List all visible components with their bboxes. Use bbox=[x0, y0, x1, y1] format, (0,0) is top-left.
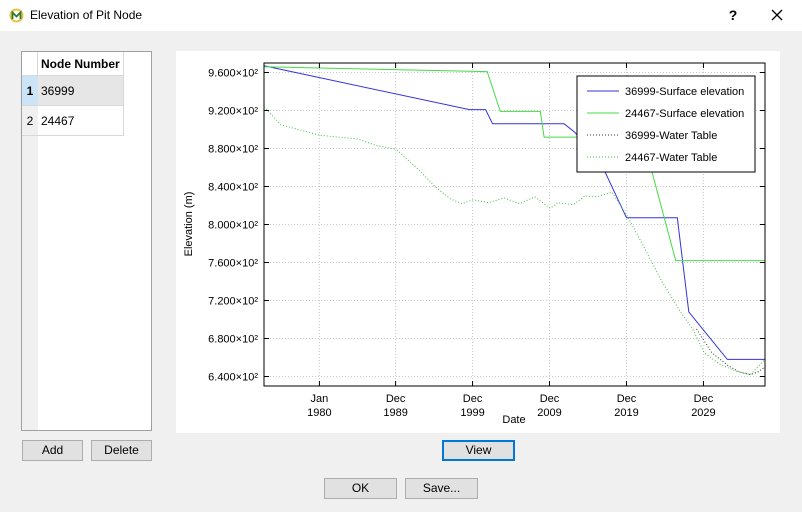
node-table[interactable]: Node Number 1 36999 2 24467 bbox=[21, 51, 152, 431]
legend-label: 36999-Surface elevation bbox=[625, 86, 744, 98]
legend-label: 24467-Surface elevation bbox=[625, 108, 744, 120]
save-button[interactable]: Save... bbox=[405, 478, 478, 499]
x-tick-label: 1999 bbox=[460, 407, 484, 419]
y-tick-label: 8.800×10² bbox=[208, 144, 258, 156]
y-tick-label: 8.000×10² bbox=[208, 220, 258, 232]
help-button[interactable]: ? bbox=[728, 7, 738, 23]
legend-label: 24467-Water Table bbox=[625, 152, 717, 164]
x-tick-label: 2009 bbox=[537, 407, 561, 419]
delete-button[interactable]: Delete bbox=[91, 440, 152, 461]
y-tick-label: 6.800×10² bbox=[208, 334, 258, 346]
view-button[interactable]: View bbox=[442, 440, 515, 461]
x-tick-label: Dec bbox=[386, 393, 406, 405]
y-tick-label: 9.200×10² bbox=[208, 106, 258, 118]
y-tick-label: 7.200×10² bbox=[208, 296, 258, 308]
table-row[interactable]: 2 24467 bbox=[22, 106, 124, 136]
elevation-chart: 6.400×10² 6.800×10² 7.200×10² 7.600×10² 8.00… bbox=[183, 62, 766, 426]
x-tick-label: 2019 bbox=[614, 407, 638, 419]
y-axis-label: Elevation (m) bbox=[183, 192, 195, 257]
plot-panel: 6.400×10² 6.800×10² 7.200×10² 7.600×10² 8.00… bbox=[176, 51, 780, 433]
legend-box bbox=[576, 75, 756, 173]
y-tick-label: 6.400×10² bbox=[208, 372, 258, 384]
table-row[interactable]: 1 36999 bbox=[22, 76, 124, 106]
app-logo-icon bbox=[9, 8, 24, 23]
y-tick-label: 8.400×10² bbox=[208, 182, 258, 194]
series-line bbox=[696, 328, 766, 376]
table-cell[interactable]: 36999 bbox=[38, 76, 124, 106]
table-corner[interactable] bbox=[22, 52, 38, 76]
x-tick-label: 1980 bbox=[307, 407, 331, 419]
series-line bbox=[263, 106, 766, 376]
title-bar: Elevation of Pit Node ? bbox=[0, 0, 802, 31]
x-tick-label: Dec bbox=[463, 393, 483, 405]
x-tick-label: Jan bbox=[311, 393, 329, 405]
x-tick-label: 2029 bbox=[691, 407, 715, 419]
table-cell[interactable]: 24467 bbox=[38, 106, 124, 136]
row-header[interactable]: 1 bbox=[22, 76, 38, 106]
y-tick-label: 9.600×10² bbox=[208, 68, 258, 80]
legend-label: 36999-Water Table bbox=[625, 130, 717, 142]
ok-button[interactable]: OK bbox=[324, 478, 397, 499]
x-tick-label: 1989 bbox=[383, 407, 407, 419]
row-header-strip bbox=[22, 76, 38, 430]
y-tick-label: 7.600×10² bbox=[208, 258, 258, 270]
x-tick-label: Dec bbox=[617, 393, 637, 405]
window-title: Elevation of Pit Node bbox=[30, 8, 143, 22]
row-header[interactable]: 2 bbox=[22, 106, 38, 136]
add-button[interactable]: Add bbox=[22, 440, 83, 461]
column-header-node-number[interactable]: Node Number bbox=[38, 52, 124, 76]
x-tick-label: Dec bbox=[694, 393, 714, 405]
x-axis-label: Date bbox=[502, 414, 525, 426]
x-tick-label: Dec bbox=[540, 393, 560, 405]
close-icon[interactable] bbox=[766, 4, 788, 26]
